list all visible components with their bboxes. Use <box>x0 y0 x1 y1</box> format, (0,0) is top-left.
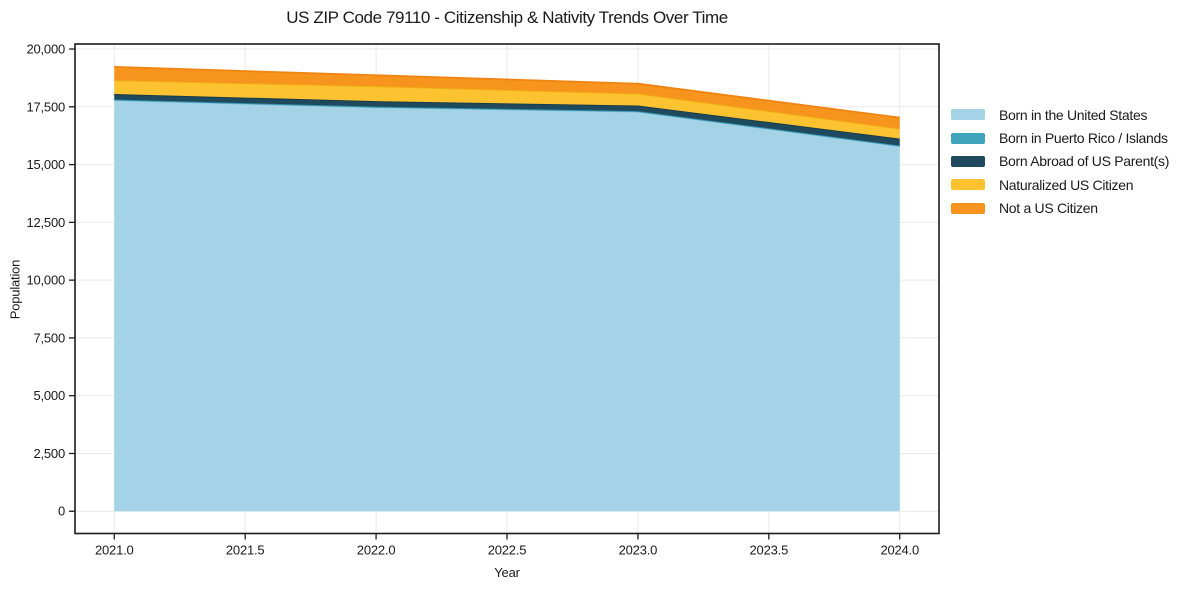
x-tick-label: 2022.0 <box>357 543 396 558</box>
x-tick-label: 2021.0 <box>95 543 134 558</box>
legend-swatch-icon <box>951 132 985 144</box>
y-tick-label: 12,500 <box>26 215 65 230</box>
area-born-in-the-united-states <box>114 100 900 512</box>
y-tick-label: 10,000 <box>26 273 65 288</box>
legend-item: Naturalized US Citizen <box>951 173 1169 196</box>
chart-title: US ZIP Code 79110 - Citizenship & Nativi… <box>286 8 728 27</box>
legend-item: Born in the United States <box>951 103 1169 126</box>
legend-item-label: Born in the United States <box>999 106 1148 123</box>
legend-item: Not a US Citizen <box>951 197 1169 220</box>
x-tick-label: 2023.5 <box>750 543 789 558</box>
area-not-a-us-citizen <box>114 66 900 129</box>
y-tick-label: 7,500 <box>33 330 65 345</box>
legend-item-label: Not a US Citizen <box>999 200 1098 217</box>
x-tick-label: 2024.0 <box>880 543 919 558</box>
y-tick-label: 15,000 <box>26 157 65 172</box>
area-naturalized-us-citizen <box>114 80 900 139</box>
legend-swatch-icon <box>951 109 985 121</box>
legend-item: Born Abroad of US Parent(s) <box>951 150 1169 173</box>
x-tick-label: 2021.5 <box>226 543 265 558</box>
legend-item-label: Born Abroad of US Parent(s) <box>999 153 1170 170</box>
x-tick-label: 2023.0 <box>619 543 658 558</box>
y-tick-label: 2,500 <box>33 446 65 461</box>
legend-swatch-icon <box>951 202 985 214</box>
y-tick-label: 5,000 <box>33 388 65 403</box>
legend-item-label: Naturalized US Citizen <box>999 176 1134 193</box>
legend-swatch-icon <box>951 155 985 167</box>
area-edge <box>114 66 900 119</box>
legend-swatch-icon <box>951 179 985 191</box>
legend: Born in the United States Born in Puerto … <box>951 103 1169 220</box>
y-tick-label: 17,500 <box>26 99 65 114</box>
legend-item: Born in Puerto Rico / Islands <box>951 126 1169 149</box>
y-tick-label: 0 <box>58 504 65 519</box>
y-tick-label: 20,000 <box>26 42 65 57</box>
x-axis-label: Year <box>494 565 520 580</box>
y-axis-label: Population <box>7 259 23 320</box>
legend-item-label: Born in Puerto Rico / Islands <box>999 130 1168 147</box>
x-tick-label: 2022.5 <box>488 543 527 558</box>
area-born-abroad-of-us-parent-s- <box>114 93 900 146</box>
